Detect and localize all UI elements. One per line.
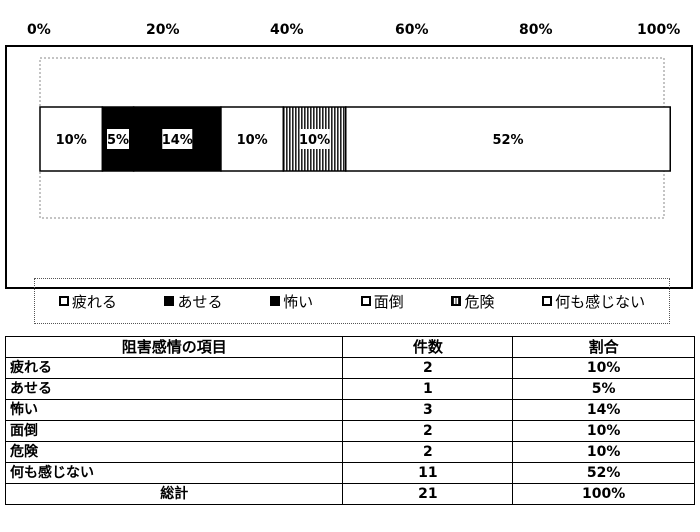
item-cell: 面倒 — [4, 420, 344, 442]
table-header-row: 阻害感情の項目 件数 割合 — [4, 336, 695, 358]
legend-swatch — [360, 296, 371, 306]
bar-segment — [220, 106, 285, 172]
x-tick-label: 80% — [519, 22, 553, 38]
data-label: 52% — [492, 133, 523, 148]
data-label: 10% — [237, 133, 268, 148]
table-row: 危険 2 10% — [4, 441, 695, 463]
data-label-background — [299, 129, 330, 149]
data-label-background — [107, 129, 129, 149]
x-tick-label: 20% — [146, 22, 180, 38]
item-cell: 危険 — [4, 441, 344, 463]
table-row: 面倒 2 10% — [4, 420, 695, 442]
bar-segment — [345, 106, 671, 172]
count-cell: 2 — [342, 441, 514, 463]
table-row: 何も感じない 11 52% — [4, 462, 695, 484]
ratio-cell: 52% — [512, 462, 695, 484]
ratio-cell: 10% — [512, 420, 695, 442]
legend-label: 危険 — [464, 292, 495, 311]
x-tick-label: 60% — [395, 22, 429, 38]
x-tick-label: 0% — [27, 22, 51, 38]
legend-item: 面倒 — [360, 291, 404, 312]
bar-segment — [39, 106, 104, 172]
item-cell: 疲れる — [4, 357, 344, 379]
legend-swatch — [58, 296, 69, 306]
item-cell: あせる — [4, 378, 344, 400]
ratio-cell: 14% — [512, 399, 695, 421]
legend-label: 怖い — [283, 292, 314, 311]
item-cell: 怖い — [4, 399, 344, 421]
total-label: 総計 — [4, 483, 344, 505]
legend-item: 何も感じない — [542, 291, 645, 312]
count-cell: 2 — [342, 357, 514, 379]
legend: 疲れる あせる 怖い 面倒 危険 何も感じない — [34, 278, 670, 324]
legend-label: 疲れる — [71, 292, 117, 311]
legend-swatch — [542, 296, 553, 306]
total-count: 21 — [342, 483, 514, 505]
count-cell: 3 — [342, 399, 514, 421]
ratio-cell: 10% — [512, 441, 695, 463]
legend-label: 面倒 — [373, 292, 404, 311]
stacked-bar-chart: 10% 5% 14% 10% 10% 52% — [39, 57, 671, 219]
legend-item: 疲れる — [58, 291, 117, 312]
legend-item: 危険 — [451, 291, 494, 312]
column-header: 阻害感情の項目 — [4, 336, 344, 358]
legend-swatch — [270, 296, 281, 306]
legend-swatch — [451, 296, 462, 306]
chart-frame: 10% 5% 14% 10% 10% 52% 疲れる あせる 怖い 面倒 危険 何も感じな… — [5, 45, 693, 324]
legend-item: 怖い — [270, 291, 313, 312]
data-label: 14% — [162, 133, 193, 148]
count-cell: 1 — [342, 378, 514, 400]
data-table: 阻害感情の項目 件数 割合 疲れる 2 10% あせる 1 5% 怖い 3 14… — [4, 336, 695, 505]
legend-swatch — [164, 296, 175, 306]
item-cell: 何も感じない — [4, 462, 344, 484]
table-row: 怖い 3 14% — [4, 399, 695, 421]
x-tick-label: 100% — [637, 22, 681, 38]
ratio-cell: 10% — [512, 357, 695, 379]
data-label: 5% — [107, 133, 129, 148]
total-row: 総計 21 100% — [4, 483, 695, 505]
count-cell: 11 — [342, 462, 514, 484]
legend-label: あせる — [177, 292, 223, 311]
count-cell: 2 — [342, 420, 514, 442]
x-tick-label: 40% — [270, 22, 304, 38]
data-label: 10% — [299, 133, 330, 148]
legend-label: 何も感じない — [555, 292, 646, 311]
column-header: 件数 — [342, 336, 514, 358]
total-ratio: 100% — [512, 483, 695, 505]
column-header: 割合 — [512, 336, 695, 358]
data-label: 10% — [56, 133, 87, 148]
table-row: 疲れる 2 10% — [4, 357, 695, 379]
table-row: あせる 1 5% — [4, 378, 695, 400]
ratio-cell: 5% — [512, 378, 695, 400]
data-label-background — [162, 129, 193, 149]
legend-item: あせる — [164, 291, 222, 312]
